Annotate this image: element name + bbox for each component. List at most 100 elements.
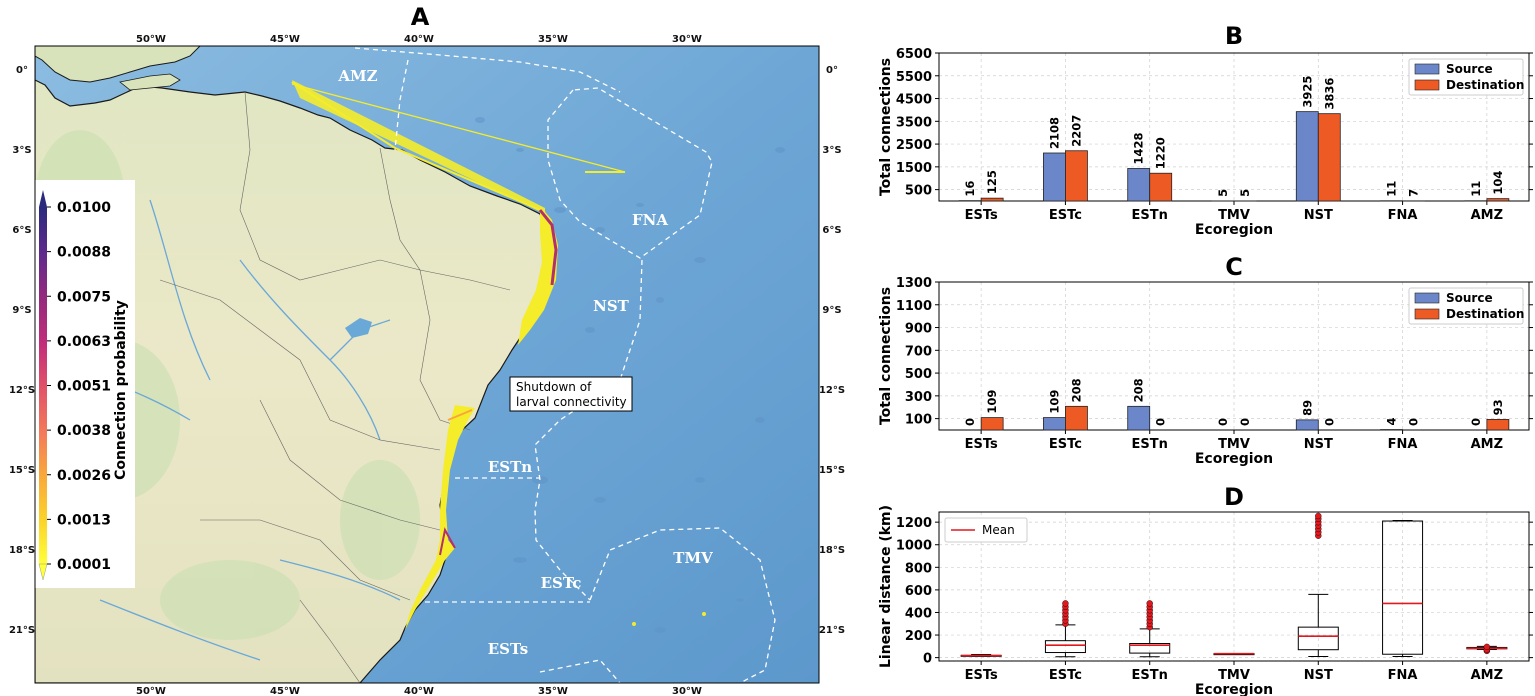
legend-label: Destination [1446, 78, 1524, 92]
lat-tick-left: 18°S [9, 545, 35, 556]
lat-tick-left: 6°S [12, 225, 31, 236]
y-axis-label: Total connections [878, 287, 894, 425]
panel-a-map: A [9, 3, 845, 696]
ecoregion-label-amz: AMZ [337, 67, 377, 85]
y-tick-label: 100 [905, 413, 932, 428]
plot-frame [938, 281, 1530, 431]
y-tick-label: 1000 [896, 539, 932, 554]
bar-value-label: 3925 [1300, 76, 1314, 108]
outlier-point [1146, 600, 1153, 607]
bar-value-label: 0 [1322, 418, 1336, 426]
colorbar-tick-label: 0.0026 [57, 468, 111, 484]
legend-label: Source [1446, 291, 1493, 305]
box [1297, 626, 1339, 651]
bar [1127, 168, 1151, 202]
bar-value-label: 0 [1154, 418, 1168, 426]
bar-value-label: 11 [1385, 181, 1399, 197]
x-tick-label: FNA [1388, 668, 1418, 683]
y-tick-label: 1500 [896, 161, 932, 176]
y-tick-label: 500 [905, 184, 932, 199]
bar [1043, 152, 1066, 202]
y-axis-label: Total connections [878, 58, 894, 196]
y-tick-label: 900 [905, 322, 932, 337]
bar-value-label: 16 [963, 181, 977, 197]
bar [1295, 111, 1319, 202]
y-tick-label: 5500 [896, 70, 932, 85]
legend-swatch [1414, 292, 1440, 304]
annotation-line-1: Shutdown of [516, 380, 592, 394]
x-axis-label: Ecoregion [1195, 451, 1273, 467]
panel-title: D [1224, 483, 1244, 511]
map-coordinate-labels: 50°W 50°W 45°W 45°W 40°W 40°W 35°W 35°W 30°W 30°W… [9, 34, 845, 696]
outlier-point [1062, 600, 1069, 607]
bar-value-label: 0 [963, 418, 977, 426]
bar-value-label: 0 [1216, 418, 1230, 426]
plot-frame [938, 511, 1530, 662]
bar [1295, 419, 1319, 431]
x-tick-label: TMV [1218, 208, 1250, 223]
panel-title: C [1225, 253, 1243, 281]
bar [1043, 417, 1066, 431]
lon-tick-bottom: 45°W [270, 686, 300, 696]
y-tick-label: 1200 [896, 516, 932, 531]
colorbar: 0.0100 0.0088 0.0075 0.0063 0.0051 0.0038 0.00… [35, 180, 135, 588]
map-canvas: AMZ FNA NST ESTn TMV ESTc ESTs Shutdown … [35, 46, 819, 683]
lon-tick-top: 50°W [136, 34, 166, 45]
x-tick-label: TMV [1218, 668, 1250, 683]
colorbar-ramp [39, 207, 47, 564]
connectivity-lines [291, 80, 706, 630]
colorbar-tick-label: 0.0051 [57, 379, 111, 395]
bar-value-label: 109 [1047, 390, 1061, 414]
bar-value-label: 208 [1069, 378, 1083, 402]
x-tick-label: ESTn [1132, 208, 1168, 223]
lon-tick-bottom: 35°W [538, 686, 568, 696]
x-tick-label: NST [1304, 208, 1333, 223]
ecoregion-label-estc: ESTc [541, 574, 582, 592]
bar [980, 197, 1004, 202]
bar-value-label: 4 [1385, 418, 1399, 426]
bar-value-label: 2108 [1047, 117, 1061, 149]
lat-tick-left: 12°S [9, 385, 35, 396]
box [1044, 640, 1086, 654]
x-tick-label: AMZ [1471, 208, 1503, 223]
y-axis-label: Linear distance (km) [878, 505, 894, 668]
reservoir [345, 318, 372, 338]
y-tick-label: 300 [905, 390, 932, 405]
y-tick-label: 3500 [896, 115, 932, 130]
colorbar-ticks: 0.0100 0.0088 0.0075 0.0063 0.0051 0.0038 0.00… [47, 200, 111, 573]
shutdown-annotation: Shutdown of larval connectivity [509, 376, 633, 412]
x-tick-label: FNA [1388, 208, 1418, 223]
bar-value-label: 3836 [1322, 78, 1336, 110]
legend-swatch [1414, 79, 1440, 91]
bar-value-label: 89 [1300, 400, 1314, 416]
bar-value-label: 104 [1491, 171, 1505, 195]
ecoregion-label-estn: ESTn [488, 458, 532, 476]
legend-label: Destination [1446, 307, 1524, 321]
lon-tick-bottom: 50°W [136, 686, 166, 696]
x-tick-label: ESTn [1132, 437, 1168, 452]
y-tick-label: 1300 [896, 276, 932, 291]
lon-tick-bottom: 30°W [672, 686, 702, 696]
bar-value-label: 125 [985, 170, 999, 194]
bar [1317, 113, 1341, 202]
y-tick-label: 6500 [896, 47, 932, 62]
bar-value-label: 2207 [1069, 115, 1083, 147]
bar [1127, 405, 1151, 431]
bar [1486, 419, 1510, 431]
bar-value-label: 11 [1469, 181, 1483, 197]
lat-tick-left: 9°S [12, 305, 31, 316]
colorbar-tick-label: 0.0001 [57, 557, 111, 573]
x-tick-label: NST [1304, 437, 1333, 452]
colorbar-tick-label: 0.0075 [57, 289, 111, 305]
bar-value-label: 1428 [1132, 132, 1146, 164]
y-tick-label: 800 [905, 561, 932, 576]
colorbar-tick-label: 0.0088 [57, 245, 111, 261]
y-tick-label: 2500 [896, 138, 932, 153]
x-tick-label: AMZ [1471, 437, 1503, 452]
lat-tick-right: 15°S [819, 465, 845, 476]
colorbar-tick-label: 0.0013 [57, 512, 111, 528]
colorbar-background [35, 180, 135, 588]
panel-b-chart: B 500 1500 2500 3500 4500 5500 6500 ESTs ESTc ESTn… [878, 22, 1533, 238]
y-tick-label: 4500 [896, 93, 932, 108]
lat-tick-right: 6°S [822, 225, 841, 236]
